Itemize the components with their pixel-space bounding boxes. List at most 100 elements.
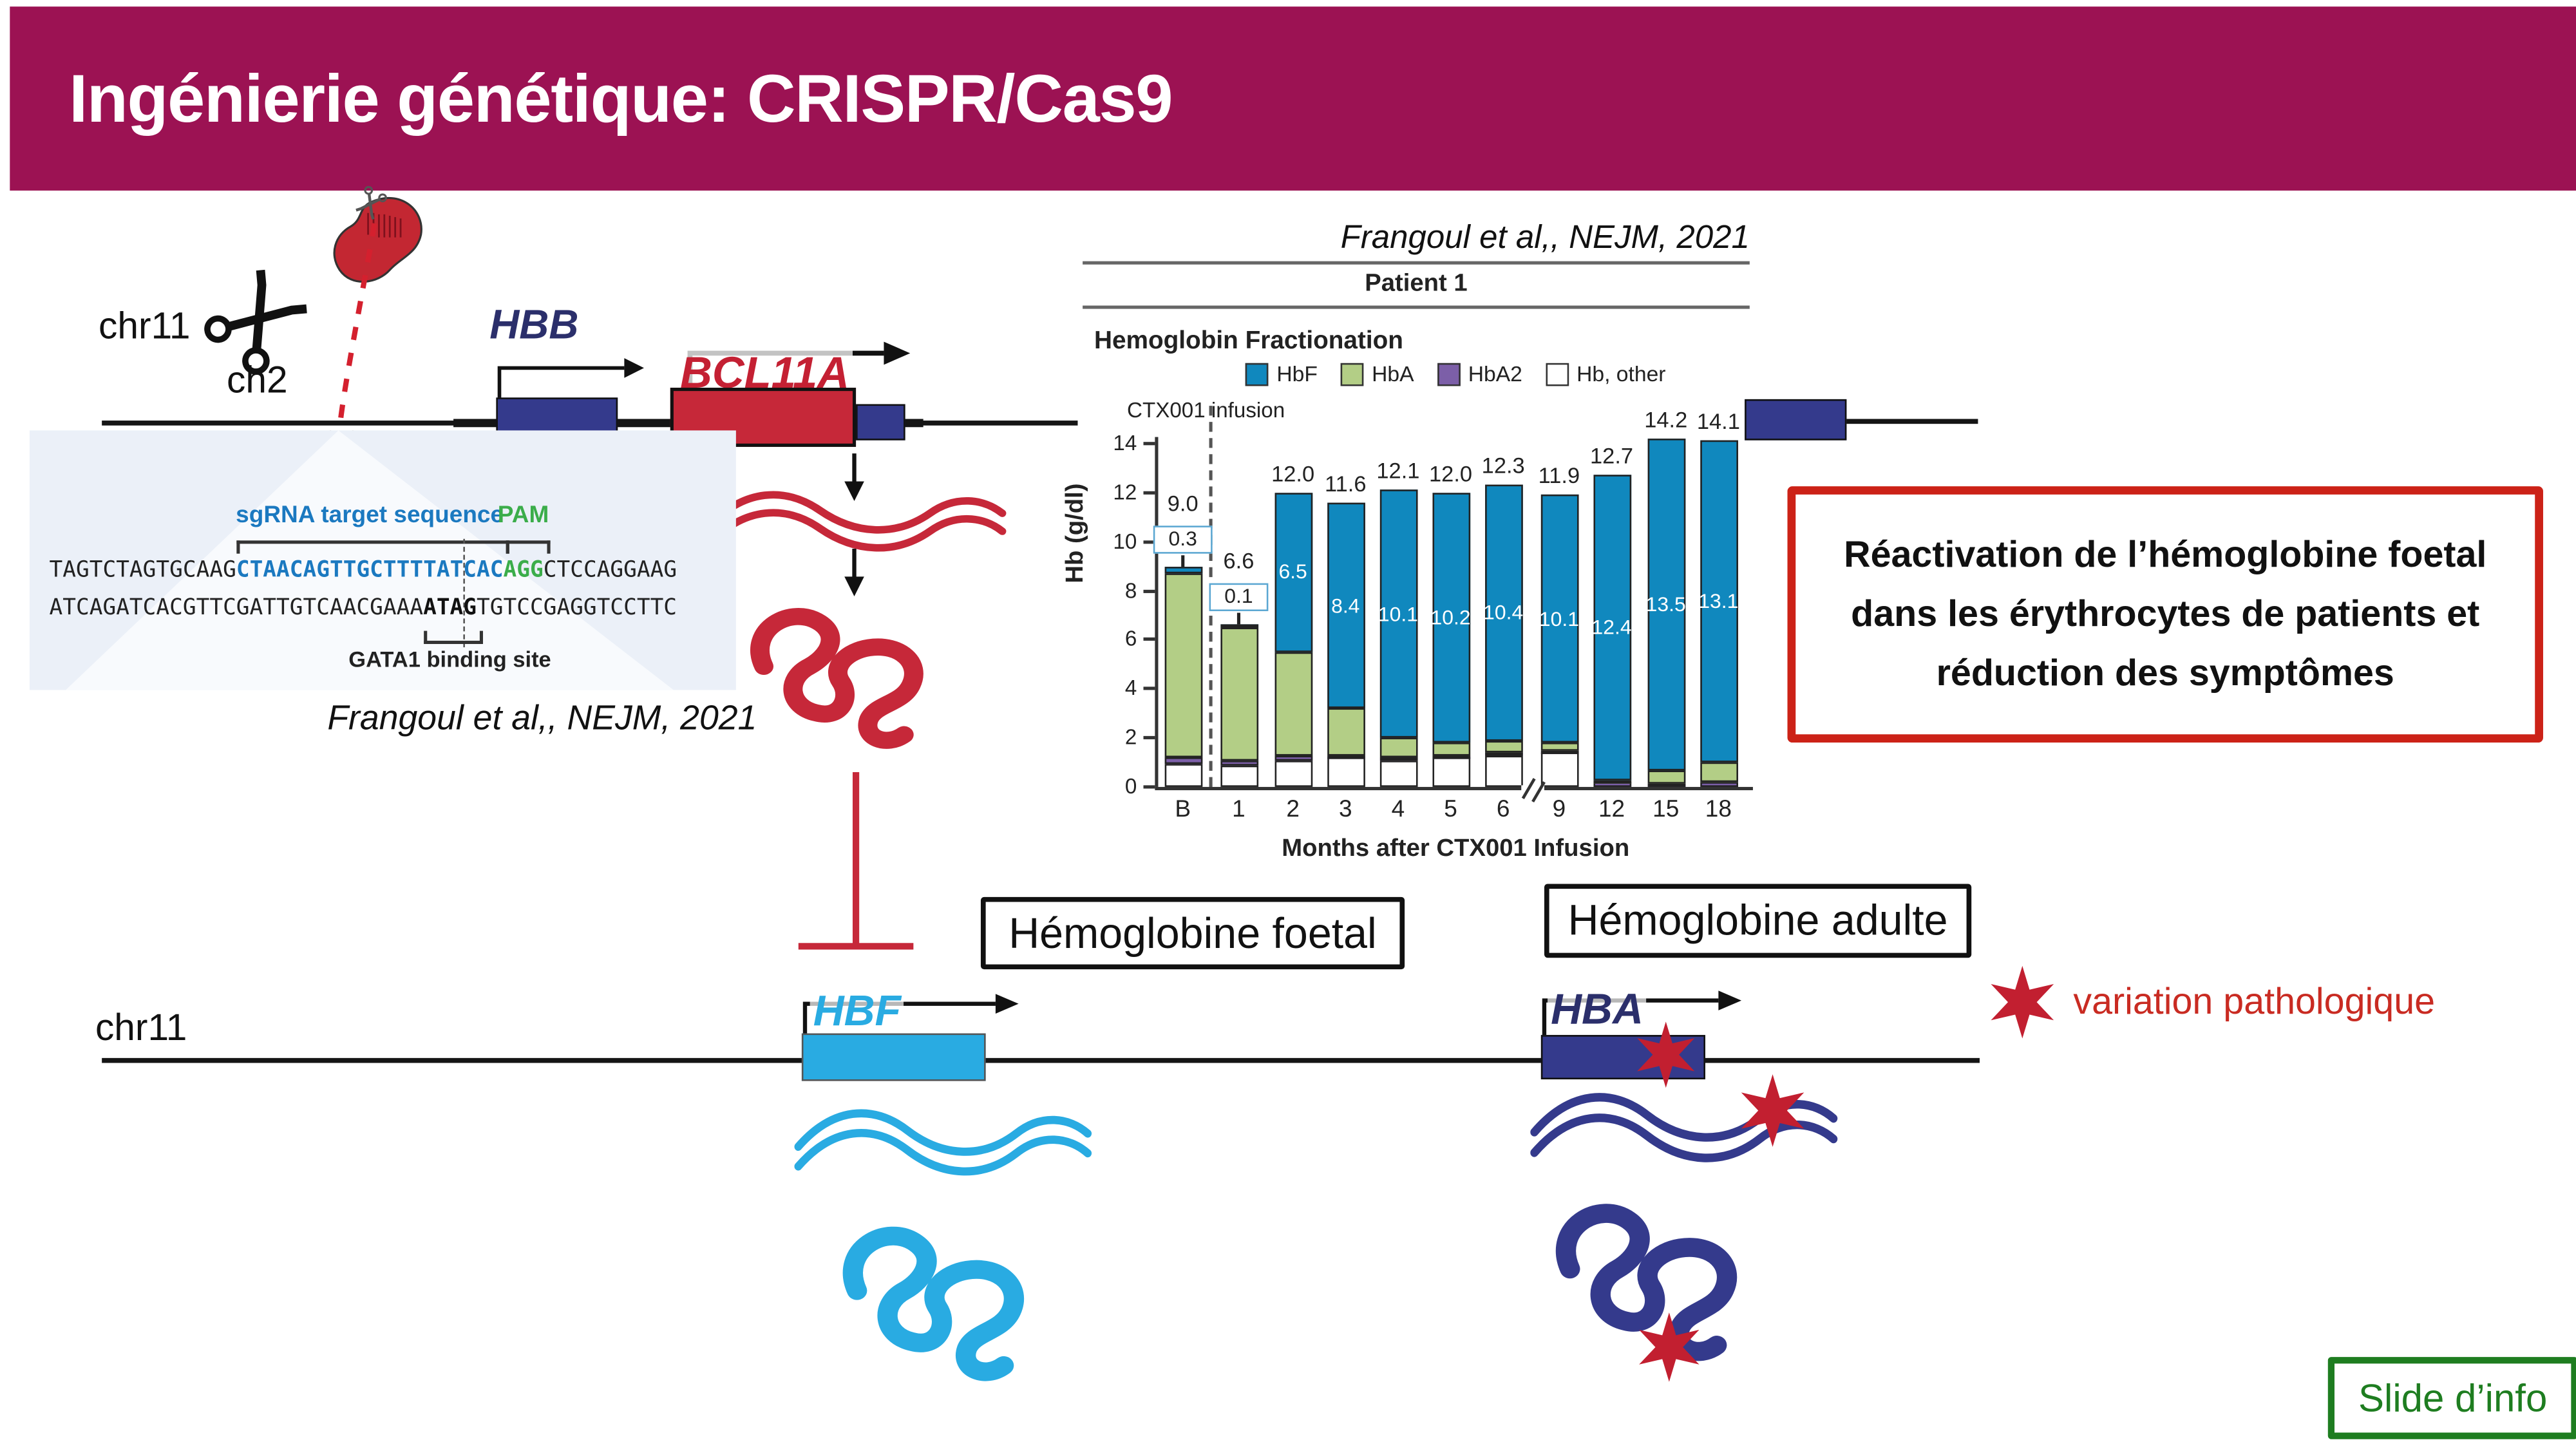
gata1-bracket [423, 630, 484, 644]
bar-segment-hba2-1 [1220, 761, 1258, 765]
bar-hbf-label: 8.4 [1331, 594, 1360, 617]
y-tick [1143, 785, 1155, 789]
bcl11a-gene-box [670, 388, 857, 447]
x-tick-label: 6 [1496, 797, 1510, 824]
hemoglobine-adulte-box: Hémoglobine adulte [1544, 884, 1972, 958]
bar-segment-other-2 [1274, 760, 1312, 787]
bar-segment-hbf-15 [1647, 439, 1685, 770]
y-tick-label: 6 [1124, 626, 1137, 652]
hba-gene-label: HBA [1548, 984, 1647, 1036]
gene-box-right [1745, 399, 1847, 440]
y-tick [1143, 687, 1155, 691]
bar-segment-hba2-B [1164, 757, 1202, 764]
infusion-dashed-line [1209, 406, 1213, 787]
x-tick-label: 1 [1232, 797, 1245, 824]
pathogenic-variant-star-icon [1735, 1073, 1810, 1148]
bar-segment-hba-12 [1593, 779, 1631, 783]
bar-segment-hbf-18 [1700, 440, 1738, 762]
bar-segment-hba-3 [1326, 708, 1365, 755]
bar-total-label: 12.1 [1376, 459, 1420, 484]
sequence-panel: sgRNA target sequence PAM TAGTCTAGTGCAAG… [50, 496, 714, 696]
bcl11a-mrna-icon [706, 486, 1005, 555]
down-arrow-icon [844, 549, 864, 597]
bar-segment-other-3 [1326, 757, 1365, 787]
bar-segment-hbf-9 [1540, 495, 1578, 743]
pathogenic-variant-star-icon [1631, 1020, 1700, 1089]
citation-left: Frangoul et al,, NEJM, 2021 [327, 699, 757, 738]
legend-item: HbF [1245, 361, 1318, 386]
bar-segment-other-4 [1379, 760, 1417, 787]
bar-total-label: 14.2 [1644, 407, 1688, 432]
cut-site-dashed-line [463, 538, 465, 648]
bar-hbf-label: 10.2 [1430, 606, 1471, 629]
bar-total-label: 11.9 [1538, 464, 1580, 489]
legend-swatch-hba2 [1437, 362, 1460, 386]
bar-segment-hba-6 [1484, 740, 1522, 753]
x-tick-label: 4 [1391, 797, 1405, 824]
bar-segment-hba2-15 [1647, 783, 1685, 787]
bar-segment-hbf-4 [1379, 490, 1417, 738]
bar-segment-hba2-12 [1593, 782, 1631, 787]
chart-section-label: Hemoglobin Fractionation [1094, 327, 1403, 355]
bar-total-label: 12.0 [1429, 461, 1473, 486]
cas9-target-dashed-line [337, 223, 377, 424]
hbb-transcription-arrow [497, 358, 644, 401]
bar-total-label: 12.3 [1481, 453, 1525, 479]
x-tick-label: 12 [1598, 797, 1625, 824]
bar-segment-other-9 [1540, 752, 1578, 787]
bar-hbf-boxed-label: 0.1 [1209, 583, 1269, 612]
bar-total-label: 12.0 [1271, 461, 1315, 486]
hbf-mrna-icon [795, 1104, 1091, 1179]
variation-pathologique-label: variation pathologique [2073, 980, 2436, 1022]
y-tick-label: 8 [1124, 577, 1137, 603]
sgrna-bracket [236, 540, 510, 554]
bar-segment-hba-5 [1432, 743, 1470, 755]
legend-item: Hb, other [1545, 361, 1665, 386]
bar-segment-hba-15 [1647, 770, 1685, 784]
star-legend-icon [1985, 964, 2060, 1039]
chr11-top-label: chr11 [99, 303, 191, 347]
bar-segment-hba2-3 [1326, 755, 1365, 759]
chart-legend: HbF HbA HbA2 Hb, other [1158, 361, 1752, 386]
y-tick [1143, 540, 1155, 544]
y-axis-line [1155, 437, 1159, 787]
bar-segment-other-1 [1220, 764, 1258, 787]
gene-box-small [856, 404, 905, 440]
slide-title: Ingénierie génétique: CRISPR/Cas9 [69, 60, 1173, 136]
bar-total-label: 9.0 [1167, 490, 1198, 516]
y-tick-label: 2 [1124, 724, 1137, 750]
bar-segment-hbf-3 [1326, 502, 1365, 709]
down-arrow-icon [844, 453, 864, 502]
bar-segment-hbf-12 [1593, 475, 1631, 780]
bar-segment-other-5 [1432, 757, 1470, 787]
y-tick [1143, 442, 1155, 446]
x-axis-label: Months after CTX001 Infusion [1282, 834, 1630, 863]
bar-segment-hba2-9 [1540, 750, 1578, 753]
boxed-label-connector [1237, 613, 1240, 625]
gata1-binding-site-label: GATA1 binding site [348, 647, 551, 672]
bar-hbf-label: 10.1 [1539, 607, 1579, 630]
hbf-transcription-arrow [802, 994, 1019, 1039]
chart-citation: Frangoul et al,, NEJM, 2021 [1340, 220, 1750, 256]
dna-sequence-line2: ATCAGATCACGTTCGATTGTCAACGAAAATAGTGTCCGAG… [49, 594, 677, 621]
sgrna-label-wrap: sgRNA target sequence [223, 503, 516, 529]
ch2-label: ch2 [227, 358, 288, 401]
y-tick [1143, 638, 1155, 641]
callout-box: Réactivation de l’hémoglobine foetal dan… [1787, 486, 2543, 743]
bar-segment-hbf-2 [1274, 492, 1312, 652]
y-tick [1143, 491, 1155, 495]
chart-rule-top [1083, 261, 1750, 265]
bar-hbf-label: 10.1 [1378, 602, 1418, 626]
sequence-zoom-wedge [66, 430, 674, 690]
bar-segment-other-B [1164, 763, 1202, 787]
pathogenic-variant-star-icon [1633, 1311, 1705, 1383]
axis-break-icon [1521, 778, 1546, 803]
hbb-gene-label: HBB [489, 302, 579, 348]
slide-info-badge: Slide d’info [2327, 1357, 2576, 1439]
chart-rule-mid [1083, 305, 1750, 309]
y-tick-label: 10 [1113, 528, 1137, 553]
hbf-gene-box [801, 1033, 986, 1081]
bar-segment-hba2-2 [1274, 756, 1312, 761]
bar-segment-hba-18 [1700, 762, 1738, 782]
